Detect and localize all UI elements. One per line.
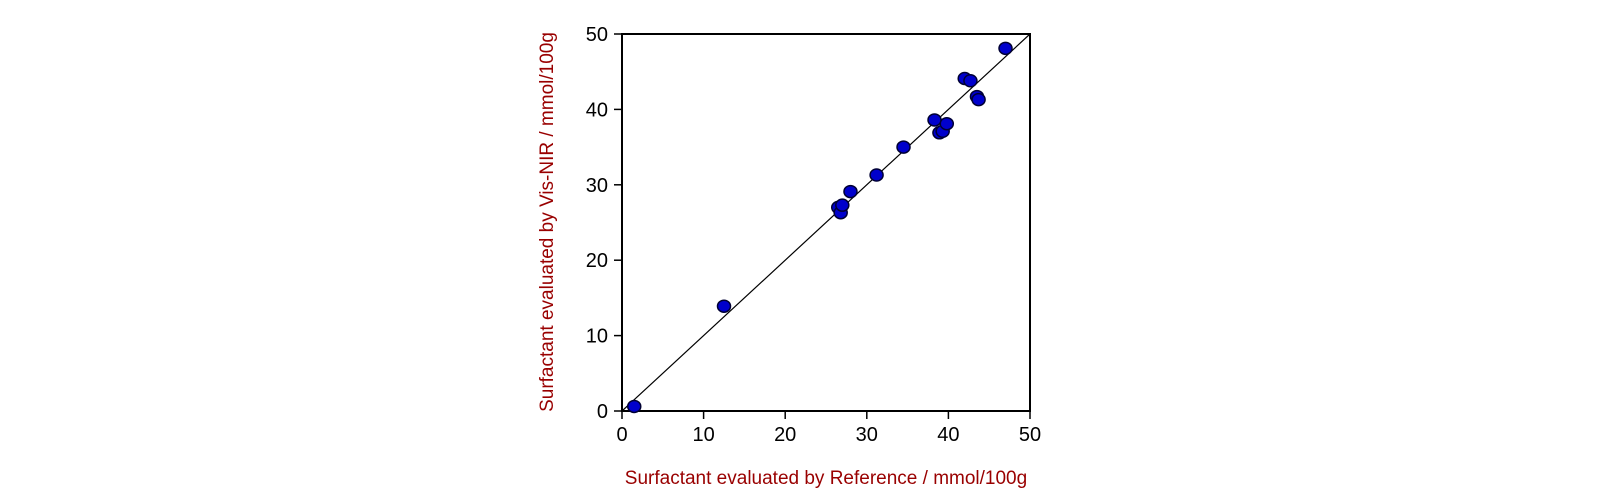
x-tick-label: 40 [937,424,959,446]
data-point [971,92,986,107]
data-point [843,184,858,199]
data-point [963,73,978,88]
x-axis-ticks: 0 10 20 30 40 50 [616,411,1041,446]
y-tick-label: 30 [586,175,608,197]
plot-area-frame [621,33,1031,412]
data-point [998,41,1013,56]
x-tick-label: 10 [692,424,714,446]
y-tick-label: 0 [597,401,608,423]
data-point [835,198,850,212]
x-tick-label: 0 [616,424,627,446]
data-point [716,299,732,313]
y-tick-label: 50 [586,24,608,46]
x-tick-label: 30 [856,424,878,446]
data-point [869,168,884,182]
reference-line [621,33,1031,412]
data-points [626,41,1013,414]
x-axis-label: Surfactant evaluated by Reference / mmol… [625,468,1027,489]
data-point [927,113,942,127]
y-tick-label: 20 [586,250,608,272]
x-tick-label: 50 [1019,424,1041,446]
y-axis-label: Surfactant evaluated by Vis-NIR / mmol/1… [537,32,558,412]
y-tick-label: 40 [586,99,608,121]
y-axis-ticks: 0 10 20 30 40 50 [586,24,622,423]
data-point [939,116,955,131]
x-tick-label: 20 [774,424,796,446]
data-point [626,399,642,414]
y-tick-label: 10 [586,326,608,348]
reference-line-group [621,33,1031,412]
data-point [896,140,911,154]
